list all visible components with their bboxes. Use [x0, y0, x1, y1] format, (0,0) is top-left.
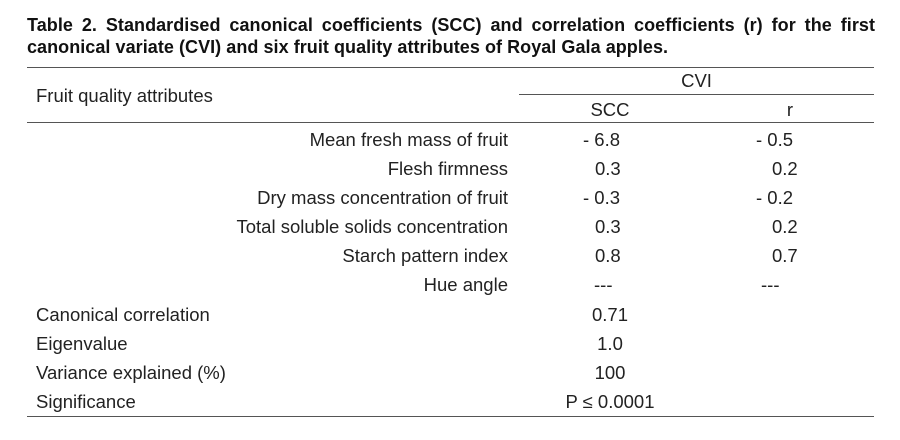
- row-label-header: Fruit quality attributes: [36, 85, 213, 106]
- r-cell: 0.2: [772, 158, 798, 179]
- attribute-cell: Hue angle: [423, 274, 508, 295]
- cvi-rule: [519, 94, 874, 95]
- attribute-cell: Mean fresh mass of fruit: [309, 129, 508, 150]
- r-cell: 0.2: [772, 216, 798, 237]
- header-bottom-rule: [27, 122, 874, 123]
- scc-cell: 0.3: [595, 158, 621, 179]
- scc-cell: 0.3: [595, 216, 621, 237]
- scc-cell: - 6.8: [583, 129, 621, 150]
- scc-header: SCC: [590, 99, 630, 120]
- bottom-rule: [27, 416, 874, 417]
- summary-label: Significance: [36, 391, 136, 412]
- summary-value: 100: [594, 362, 626, 383]
- summary-label: Canonical correlation: [36, 304, 210, 325]
- summary-value: 1.0: [597, 333, 623, 354]
- attribute-cell: Dry mass concentration of fruit: [257, 187, 508, 208]
- scc-cell: - 0.3: [583, 187, 621, 208]
- scc-cell: 0.8: [595, 245, 621, 266]
- r-cell: 0.7: [772, 245, 798, 266]
- attribute-cell: Flesh firmness: [387, 158, 508, 179]
- r-cell: - 0.5: [756, 129, 794, 150]
- scc-cell: ---: [594, 274, 613, 295]
- attribute-cell: Starch pattern index: [342, 245, 508, 266]
- summary-label: Eigenvalue: [36, 333, 128, 354]
- r-cell: - 0.2: [756, 187, 794, 208]
- cvi-header: CVI: [681, 70, 712, 91]
- r-cell: ---: [761, 274, 780, 295]
- summary-value: 0.71: [591, 304, 628, 325]
- attribute-cell: Total soluble solids concentration: [236, 216, 509, 237]
- top-rule: [27, 67, 874, 68]
- r-header: r: [786, 99, 794, 120]
- table-caption: Table 2. Standardised canonical coeffici…: [27, 15, 875, 57]
- summary-label: Variance explained (%): [36, 362, 226, 383]
- summary-value: P ≤ 0.0001: [565, 391, 655, 412]
